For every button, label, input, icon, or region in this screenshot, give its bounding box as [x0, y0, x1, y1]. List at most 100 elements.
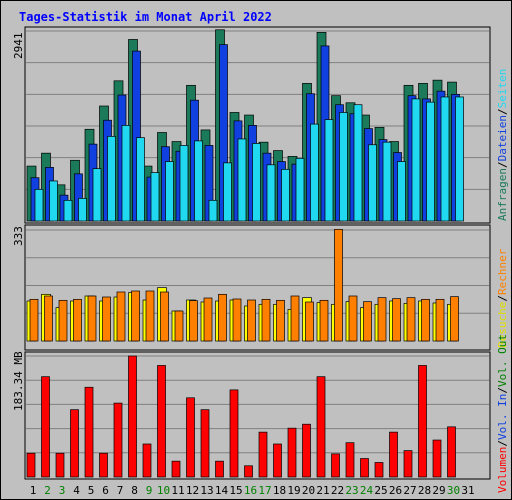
day-axis-labels: 1 2 3 4 5 6 7 8 9 10 11 12 13 14 15 16 17 18 19 20 21 22 23 24 2… — [30, 484, 475, 497]
bottom-bar-volumen-day-8 — [128, 355, 137, 478]
day-label-23: 23 — [345, 484, 358, 497]
day-label-25: 25 — [374, 484, 387, 497]
legend-middle-part-2: Rechner — [496, 248, 509, 295]
day-label-27: 27 — [403, 484, 416, 497]
middle-bar-rechner-day-29 — [435, 298, 445, 342]
bottom-bar-volumen-day-12 — [186, 397, 195, 478]
top-bar-seiten-day-1 — [34, 188, 44, 222]
middle-bar-rechner-day-2 — [44, 295, 53, 342]
top-bar-seiten-day-27 — [411, 98, 421, 222]
bottom-bar-volumen-day-29 — [432, 439, 442, 478]
top-bar-seiten-day-16 — [252, 143, 261, 222]
day-label-24: 24 — [360, 484, 374, 497]
day-label-8: 8 — [131, 484, 138, 497]
top-bar-seiten-day-23 — [353, 104, 363, 222]
day-label-11: 11 — [171, 484, 184, 497]
day-label-31: 31 — [461, 484, 474, 497]
middle-bar-rechner-day-30 — [450, 296, 459, 342]
middle-bar-rechner-day-15 — [232, 298, 242, 342]
bottom-bar-volumen-day-19 — [287, 427, 297, 478]
day-label-26: 26 — [389, 484, 402, 497]
day-label-2: 2 — [44, 484, 51, 497]
top-panel-frame — [24, 26, 491, 224]
top-bar-seiten-day-22 — [339, 112, 348, 222]
middle-bar-rechner-day-23 — [348, 295, 358, 342]
bottom-bar-volumen-day-4 — [70, 409, 79, 478]
middle-bar-rechner-day-18 — [276, 299, 285, 342]
legend-bottom-part-3: / — [496, 387, 509, 394]
legend-bottom-part-1: / — [496, 440, 509, 447]
bottom-bar-volumen-day-30 — [447, 426, 456, 478]
top-bar-seiten-day-3 — [63, 199, 73, 222]
top-bar-seiten-day-26 — [397, 161, 406, 222]
chart-title: Tages-Statistik im Monat April 2022 — [19, 10, 272, 24]
day-label-30: 30 — [447, 484, 460, 497]
bottom-bar-volumen-day-18 — [273, 443, 282, 478]
middle-panel-frame — [24, 224, 491, 351]
day-label-19: 19 — [287, 484, 300, 497]
middle-bar-rechner-day-26 — [392, 298, 401, 342]
top-bar-seiten-day-11 — [179, 145, 189, 222]
middle-bar-rechner-day-12 — [189, 300, 198, 342]
day-label-16: 16 — [244, 484, 257, 497]
top-bar-seiten-day-29 — [440, 96, 450, 222]
day-label-10: 10 — [157, 484, 170, 497]
bottom-bar-volumen-day-24 — [360, 458, 369, 478]
middle-bar-rechner-day-14 — [218, 293, 227, 342]
middle-bar-rechner-day-17 — [261, 298, 271, 342]
day-label-14: 14 — [215, 484, 229, 497]
middle-bar-rechner-day-16 — [247, 299, 256, 342]
legend-middle-part-1: / — [496, 295, 509, 302]
bottom-bar-volumen-day-15 — [229, 389, 239, 478]
bottom-bar-volumen-day-28 — [418, 365, 427, 478]
middle-bar-rechner-day-8 — [131, 290, 140, 342]
legend-bottom-part-4: Vol. Out — [496, 334, 509, 387]
day-label-1: 1 — [30, 484, 37, 497]
top-bar-seiten-day-19 — [295, 157, 305, 222]
bottom-bar-volumen-day-16 — [244, 465, 253, 478]
top-bar-seiten-day-21 — [324, 119, 334, 222]
legend-top-part-2: Dateien — [496, 115, 509, 161]
middle-bar-rechner-day-3 — [58, 299, 68, 342]
top-bar-seiten-day-13 — [208, 199, 218, 222]
top-bar-seiten-day-10 — [165, 161, 174, 222]
bottom-bar-volumen-day-7 — [113, 402, 123, 478]
day-label-28: 28 — [418, 484, 431, 497]
bottom-bar-volumen-day-27 — [403, 450, 413, 478]
bottom-bar-volumen-day-13 — [200, 409, 210, 478]
top-bar-seiten-day-5 — [92, 168, 102, 222]
bottom-bar-volumen-day-6 — [99, 452, 108, 478]
bottom-bar-volumen-day-25 — [374, 462, 384, 478]
top-bar-seiten-day-2 — [49, 180, 58, 222]
top-panel-max-label: 2941 — [12, 33, 25, 60]
middle-bar-rechner-day-22 — [334, 228, 343, 342]
middle-bar-rechner-day-21 — [319, 299, 329, 342]
top-bar-seiten-day-25 — [382, 141, 392, 222]
top-bar-seiten-day-7 — [121, 125, 131, 222]
bottom-bar-volumen-day-9 — [142, 443, 152, 478]
middle-bar-rechner-day-5 — [87, 295, 97, 342]
middle-bar-rechner-day-13 — [203, 297, 213, 342]
middle-panel-max-label: 333 — [12, 226, 25, 246]
middle-bar-rechner-day-6 — [102, 296, 111, 342]
day-label-6: 6 — [102, 484, 109, 497]
day-label-22: 22 — [331, 484, 344, 497]
legend-bottom-part-2: Vol. In — [496, 394, 509, 440]
bottom-bar-volumen-day-26 — [389, 431, 398, 478]
day-label-20: 20 — [302, 484, 315, 497]
top-bar-seiten-day-8 — [136, 137, 145, 222]
middle-bar-rechner-day-9 — [145, 290, 155, 342]
top-bar-seiten-day-9 — [150, 172, 160, 222]
top-bar-seiten-day-12 — [194, 140, 203, 222]
bottom-bar-volumen-day-23 — [345, 442, 355, 478]
middle-bar-rechner-day-1 — [29, 298, 39, 342]
day-label-5: 5 — [88, 484, 95, 497]
legend-top-part-1: / — [496, 161, 509, 168]
middle-bar-rechner-day-7 — [116, 291, 126, 342]
middle-bar-rechner-day-19 — [290, 295, 300, 342]
middle-bar-rechner-day-28 — [421, 298, 430, 342]
bottom-bar-volumen-day-11 — [171, 460, 181, 478]
day-label-13: 13 — [200, 484, 213, 497]
bottom-bar-volumen-day-2 — [41, 376, 50, 478]
